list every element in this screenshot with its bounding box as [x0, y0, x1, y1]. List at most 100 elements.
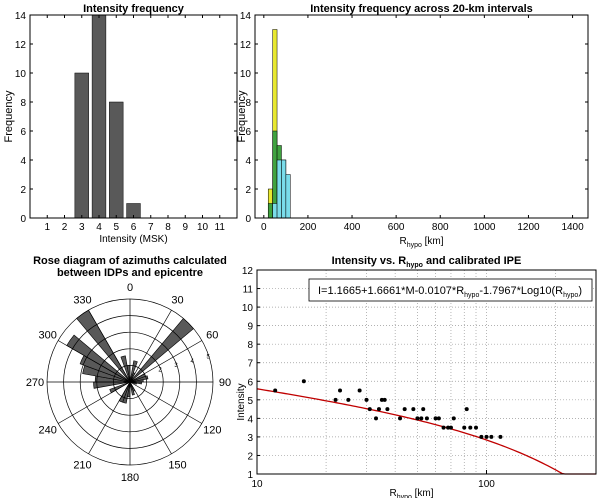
y-tick-label: 7	[247, 359, 253, 370]
observation-point	[473, 425, 478, 430]
observation-point	[376, 407, 381, 412]
observation-point	[446, 425, 451, 430]
x-tick-label: 1200	[517, 222, 540, 233]
intensity-distance-axes-box	[256, 269, 597, 475]
rose-spoke	[129, 381, 172, 455]
observation-point	[373, 416, 378, 421]
rose-angle-label: 240	[39, 425, 57, 437]
distance-bin-bar	[276, 159, 282, 219]
y-tick-label: 0	[20, 214, 26, 225]
x-axis-label: Rhypo [km]	[399, 236, 443, 249]
observation-point	[419, 416, 424, 421]
x-tick-label: 5	[113, 222, 119, 233]
rose-angle-label: 330	[73, 295, 91, 307]
observation-point	[338, 388, 343, 393]
azimuth-rose-chart: Rose diagram of azimuths calculatedbetwe…	[26, 255, 231, 484]
y-tick-label: 6	[20, 127, 26, 138]
rose-angle-label: 120	[203, 425, 221, 437]
intensity-vs-distance-chart: Intensity vs. Rhypo and calibrated IPE12…	[236, 255, 597, 498]
rose-angle-label: 180	[121, 472, 139, 484]
rose-spoke	[129, 381, 203, 424]
y-tick-label: 9	[247, 322, 253, 333]
rose-spoke	[129, 309, 172, 383]
observation-point	[424, 416, 429, 421]
x-tick-label: 3	[79, 222, 85, 233]
y-tick-label: 5	[247, 396, 253, 407]
intensity-bar	[91, 14, 107, 219]
rose-angle-label: 270	[26, 377, 44, 389]
x-tick-label: 10	[197, 222, 209, 233]
y-tick-label: 3	[247, 433, 253, 444]
rose-angle-label: 30	[171, 295, 183, 307]
observation-point	[301, 379, 306, 384]
rose-radial-label: 5	[206, 355, 210, 361]
equation-box	[308, 278, 593, 302]
y-tick-label: 1	[247, 470, 253, 481]
y-tick-label: 14	[15, 11, 27, 22]
rose-angle-label: 210	[73, 459, 91, 471]
y-tick-label: 12	[242, 266, 254, 277]
y-tick-label: 2	[245, 185, 251, 196]
distance-bin-bar	[272, 203, 278, 219]
rose-angle-label: 300	[39, 330, 57, 342]
y-tick-label: 2	[247, 451, 253, 462]
observation-point	[364, 397, 369, 402]
observation-point	[367, 407, 372, 412]
x-tick-label: 2	[62, 222, 68, 233]
y-tick-label: 4	[245, 156, 251, 167]
distance-bin-bar	[285, 174, 291, 219]
distance-frequency-axes-box	[254, 14, 589, 219]
observation-point	[415, 416, 420, 421]
observation-point	[451, 416, 456, 421]
observation-point	[382, 397, 387, 402]
y-tick-label: 4	[247, 414, 253, 425]
x-tick-label: 9	[182, 222, 188, 233]
y-tick-label: 0	[245, 214, 251, 225]
y-tick-label: 10	[15, 69, 27, 80]
x-tick-label: 200	[300, 222, 317, 233]
chart-title: between IDPs and epicentre	[57, 267, 203, 279]
y-tick-label: 11	[243, 285, 254, 296]
y-tick-label: 8	[245, 98, 251, 109]
rose-sector	[120, 355, 131, 383]
observation-point	[273, 388, 278, 393]
x-tick-label: 100	[478, 479, 495, 490]
y-tick-label: 10	[240, 69, 252, 80]
observation-point	[479, 434, 484, 439]
ipe-equation: I=1.1665+1.6661*M-0.0107*Rhypo-1.7967*Lo…	[318, 285, 582, 299]
observation-point	[357, 388, 362, 393]
rose-sector	[129, 381, 135, 396]
x-tick-label: 0	[261, 222, 267, 233]
rose-radial-label: 3	[174, 363, 178, 369]
chart-title: Rose diagram of azimuths calculated	[33, 255, 227, 267]
observation-point	[411, 407, 416, 412]
intensity-frequency-axes-box	[29, 14, 238, 219]
x-tick-label: 1000	[473, 222, 496, 233]
y-tick-label: 8	[20, 98, 26, 109]
rose-angle-label: 60	[206, 330, 218, 342]
distance-frequency-chart: Intensity frequency across 20-km interva…	[236, 3, 589, 249]
ipe-curve	[256, 388, 596, 475]
observation-point	[402, 407, 407, 412]
x-tick-label: 800	[432, 222, 449, 233]
y-tick-label: 14	[240, 11, 252, 22]
chart-title: Intensity frequency across 20-km interva…	[310, 3, 533, 15]
x-tick-label: 8	[165, 222, 171, 233]
rose-spoke	[88, 381, 131, 455]
x-tick-label: 11	[215, 222, 226, 233]
x-tick-label: 6	[131, 222, 137, 233]
distance-bin-bar	[267, 203, 273, 219]
rose-spoke	[88, 309, 131, 383]
distance-bin-bar	[281, 159, 287, 219]
observation-point	[346, 397, 351, 402]
observation-point	[436, 416, 441, 421]
y-tick-label: 6	[245, 127, 251, 138]
x-tick-label: 4	[96, 222, 102, 233]
observation-point	[441, 425, 446, 430]
observation-point	[462, 425, 467, 430]
x-tick-label: 10	[251, 479, 263, 490]
rose-spoke	[57, 340, 131, 383]
observation-point	[448, 425, 453, 430]
observation-point	[484, 434, 489, 439]
observation-point	[333, 397, 338, 402]
